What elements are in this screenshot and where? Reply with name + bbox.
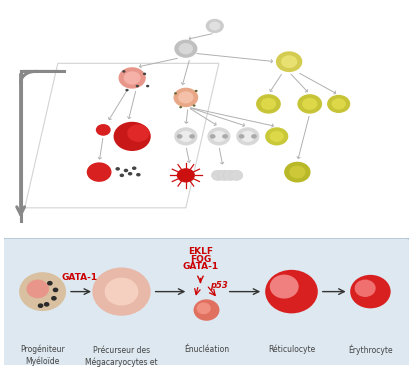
- Circle shape: [178, 92, 194, 103]
- Circle shape: [212, 131, 226, 142]
- Circle shape: [146, 85, 150, 87]
- Circle shape: [265, 127, 288, 145]
- Circle shape: [332, 98, 346, 110]
- Circle shape: [124, 169, 128, 172]
- Circle shape: [270, 275, 299, 299]
- Circle shape: [289, 166, 306, 179]
- Circle shape: [174, 92, 177, 94]
- Circle shape: [223, 170, 237, 180]
- Circle shape: [53, 287, 58, 292]
- Circle shape: [19, 272, 66, 311]
- Circle shape: [239, 134, 244, 139]
- Circle shape: [209, 21, 221, 30]
- Circle shape: [173, 88, 198, 107]
- Text: Précurseur des
Mégacaryocytes et
Érythrocytes: Précurseur des Mégacaryocytes et Érythro…: [85, 346, 158, 369]
- Text: EKLF: EKLF: [188, 248, 213, 256]
- Circle shape: [174, 127, 197, 145]
- Circle shape: [355, 280, 376, 297]
- Circle shape: [195, 90, 198, 92]
- Circle shape: [179, 43, 193, 54]
- Circle shape: [241, 131, 255, 142]
- Polygon shape: [25, 63, 219, 208]
- Circle shape: [179, 131, 193, 142]
- Text: GATA-1: GATA-1: [62, 273, 98, 282]
- Circle shape: [93, 268, 151, 316]
- Circle shape: [143, 73, 146, 75]
- Circle shape: [284, 162, 311, 183]
- Circle shape: [210, 134, 216, 139]
- Text: Réticulocyte: Réticulocyte: [268, 345, 315, 354]
- Circle shape: [211, 170, 225, 180]
- Circle shape: [177, 168, 195, 183]
- Circle shape: [192, 104, 196, 107]
- Circle shape: [265, 270, 318, 313]
- Circle shape: [120, 173, 124, 177]
- Text: Énucléation: Énucléation: [184, 345, 229, 354]
- Circle shape: [297, 94, 322, 114]
- Circle shape: [116, 167, 120, 170]
- Circle shape: [194, 299, 219, 321]
- Circle shape: [206, 19, 224, 33]
- Circle shape: [38, 303, 43, 308]
- Circle shape: [197, 303, 211, 314]
- Circle shape: [276, 51, 302, 72]
- Circle shape: [136, 173, 140, 176]
- Circle shape: [236, 127, 259, 145]
- Circle shape: [207, 127, 230, 145]
- Circle shape: [119, 67, 146, 89]
- Circle shape: [281, 55, 297, 68]
- Circle shape: [114, 122, 151, 151]
- Circle shape: [256, 94, 281, 114]
- Circle shape: [136, 85, 139, 87]
- Circle shape: [126, 89, 129, 92]
- FancyBboxPatch shape: [2, 238, 410, 367]
- Circle shape: [104, 277, 138, 306]
- Circle shape: [124, 71, 140, 85]
- Circle shape: [327, 95, 350, 113]
- Circle shape: [177, 134, 183, 139]
- Circle shape: [261, 98, 276, 110]
- Text: FOG: FOG: [190, 255, 211, 264]
- Circle shape: [251, 134, 257, 139]
- Circle shape: [128, 172, 132, 176]
- Circle shape: [270, 131, 284, 142]
- Circle shape: [51, 296, 57, 301]
- Text: p53: p53: [211, 281, 228, 290]
- Text: Progéniteur
Myéloïde: Progéniteur Myéloïde: [20, 345, 65, 366]
- Circle shape: [218, 170, 231, 180]
- Text: Érythrocyte: Érythrocyte: [348, 345, 393, 355]
- Circle shape: [179, 106, 182, 108]
- Circle shape: [302, 98, 318, 110]
- Text: GATA-1: GATA-1: [183, 262, 218, 271]
- Circle shape: [47, 281, 53, 286]
- Circle shape: [189, 134, 195, 139]
- Circle shape: [26, 280, 49, 298]
- Circle shape: [127, 124, 150, 142]
- Circle shape: [230, 170, 243, 180]
- Circle shape: [96, 124, 111, 136]
- Circle shape: [132, 166, 137, 170]
- Circle shape: [122, 70, 126, 73]
- Circle shape: [87, 162, 112, 182]
- Circle shape: [350, 275, 391, 308]
- Circle shape: [222, 134, 228, 139]
- Circle shape: [174, 39, 197, 58]
- Circle shape: [44, 302, 50, 307]
